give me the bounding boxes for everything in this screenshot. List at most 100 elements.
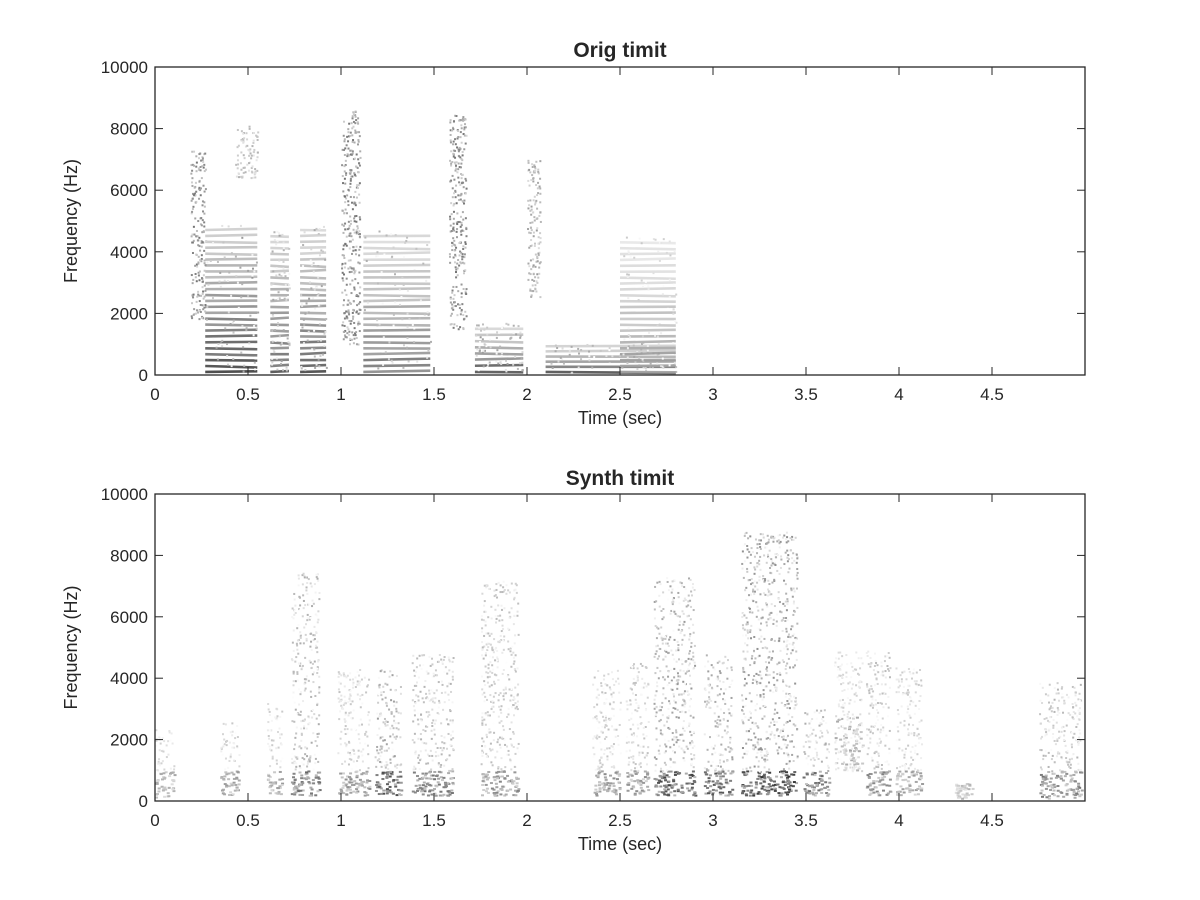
energy-speckle — [355, 765, 358, 768]
energy-speckle — [488, 685, 491, 688]
energy-speckle — [251, 276, 254, 279]
energy-speckle — [454, 189, 457, 192]
energy-speckle — [231, 746, 234, 749]
energy-speckle — [502, 586, 505, 589]
energy-speckle — [743, 773, 747, 776]
energy-speckle — [315, 717, 318, 720]
energy-speckle — [478, 326, 481, 329]
energy-speckle — [755, 601, 758, 604]
energy-speckle — [674, 319, 677, 322]
energy-speckle — [534, 284, 537, 287]
energy-speckle — [303, 682, 306, 685]
energy-speckle — [766, 776, 770, 779]
energy-speckle — [449, 719, 452, 722]
energy-speckle — [657, 749, 660, 752]
energy-speckle — [785, 777, 789, 780]
energy-speckle — [504, 743, 507, 746]
energy-speckle — [598, 770, 602, 773]
energy-speckle — [238, 754, 241, 757]
energy-speckle — [380, 751, 383, 754]
energy-speckle — [356, 760, 359, 763]
energy-speckle — [640, 789, 644, 792]
energy-speckle — [773, 736, 776, 739]
energy-speckle — [158, 762, 161, 765]
energy-speckle — [600, 711, 603, 714]
harmonic-line — [270, 363, 290, 368]
energy-speckle — [444, 691, 447, 694]
energy-speckle — [351, 700, 354, 703]
energy-speckle — [457, 168, 460, 171]
energy-speckle — [654, 238, 657, 241]
energy-speckle — [767, 555, 770, 558]
energy-speckle — [509, 647, 512, 650]
energy-speckle — [487, 667, 490, 670]
energy-speckle — [458, 199, 461, 202]
energy-speckle — [191, 210, 194, 213]
energy-speckle — [203, 249, 206, 252]
energy-speckle — [280, 275, 283, 278]
energy-speckle — [420, 788, 424, 791]
energy-speckle — [384, 682, 387, 685]
energy-speckle — [726, 719, 729, 722]
energy-speckle — [203, 163, 206, 166]
energy-speckle — [673, 735, 676, 738]
energy-speckle — [633, 355, 636, 358]
energy-speckle — [397, 793, 401, 796]
energy-speckle — [446, 782, 450, 785]
energy-speckle — [682, 757, 685, 760]
energy-speckle — [421, 793, 425, 796]
energy-speckle — [605, 698, 608, 701]
energy-speckle — [431, 724, 434, 727]
energy-speckle — [349, 791, 353, 794]
energy-speckle — [752, 649, 755, 652]
energy-speckle — [482, 740, 485, 743]
energy-speckle — [727, 769, 730, 772]
energy-speckle — [708, 774, 712, 777]
energy-speckle — [355, 788, 359, 791]
energy-speckle — [198, 186, 201, 189]
energy-speckle — [715, 678, 718, 681]
energy-speckle — [406, 337, 409, 340]
energy-speckle — [768, 777, 772, 780]
energy-speckle — [301, 664, 304, 667]
harmonic-line — [205, 346, 258, 351]
energy-speckle — [745, 742, 748, 745]
energy-speckle — [379, 736, 382, 739]
energy-speckle — [674, 761, 677, 764]
energy-speckle — [625, 750, 628, 753]
energy-speckle — [668, 638, 671, 641]
energy-speckle — [719, 765, 722, 768]
energy-speckle — [461, 117, 464, 120]
energy-speckle — [692, 766, 695, 769]
energy-speckle — [384, 771, 388, 774]
energy-speckle — [742, 674, 745, 677]
energy-speckle — [365, 730, 368, 733]
energy-speckle — [661, 293, 664, 296]
energy-speckle — [271, 330, 274, 333]
x-tick-label: 0 — [150, 385, 159, 404]
energy-speckle — [355, 337, 358, 340]
energy-speckle — [391, 733, 394, 736]
energy-speckle — [160, 749, 163, 752]
energy-speckle — [660, 332, 663, 335]
energy-speckle — [632, 786, 636, 789]
energy-speckle — [344, 713, 347, 716]
energy-speckle — [794, 638, 797, 641]
energy-speckle — [719, 759, 722, 762]
energy-speckle — [684, 772, 688, 775]
energy-speckle — [385, 773, 389, 776]
energy-speckle — [277, 232, 280, 235]
energy-speckle — [634, 767, 637, 770]
energy-speckle — [606, 755, 609, 758]
energy-speckle — [344, 725, 347, 728]
energy-speckle — [768, 656, 771, 659]
energy-speckle — [784, 583, 787, 586]
energy-speckle — [744, 532, 747, 535]
harmonic-line — [545, 349, 676, 353]
energy-speckle — [603, 674, 606, 677]
energy-speckle — [505, 753, 508, 756]
energy-speckle — [275, 267, 278, 270]
energy-speckle — [627, 763, 630, 766]
energy-speckle — [539, 296, 542, 299]
energy-speckle — [661, 618, 664, 621]
